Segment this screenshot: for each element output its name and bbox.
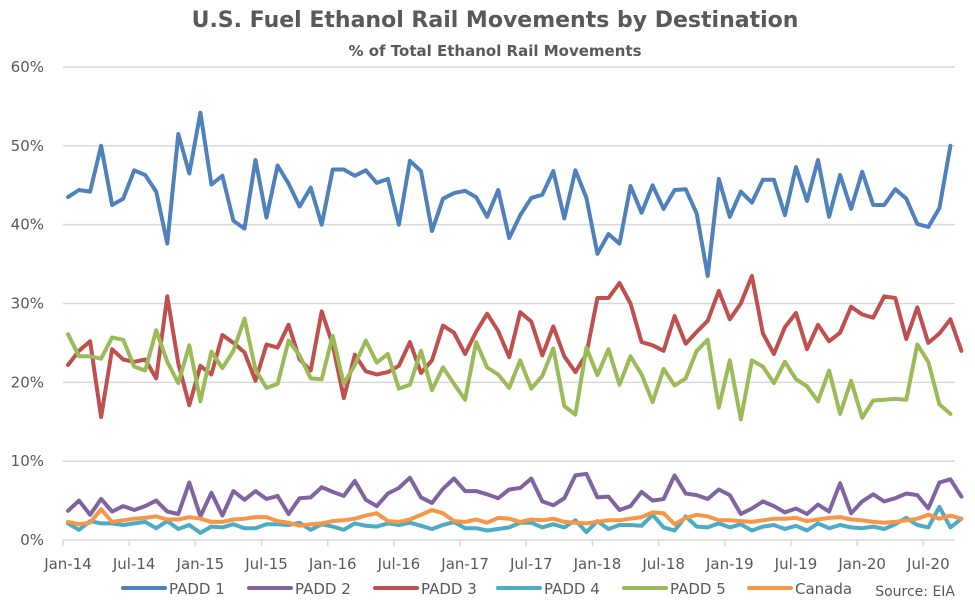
series-line-canada [66, 507, 964, 528]
x-tick-label: Jan-16 [308, 555, 357, 573]
source-note: Source: EIA [875, 584, 955, 600]
series-line-padd-5 [66, 316, 953, 422]
y-axis-ticks: 0% 10% 20% 30% 40% 50% 60% [11, 58, 44, 549]
legend-label: PADD 4 [544, 580, 600, 598]
x-tick-label: Jan-19 [705, 555, 754, 573]
y-tick-label: 30% [11, 295, 44, 313]
x-tick-label: Jul-17 [509, 555, 553, 573]
chart-title: U.S. Fuel Ethanol Rail Movements by Dest… [192, 8, 799, 33]
x-axis: Jan-14 Jul-14 Jan-15 Jul-15 Jan-16 Jul-16 Jan-… [43, 539, 955, 573]
x-tick-label: Jan-15 [176, 555, 225, 573]
x-tick-label: Jul-20 [906, 555, 950, 573]
gridlines [63, 66, 955, 462]
y-tick-label: 0% [20, 531, 44, 549]
x-tick-label: Jul-14 [112, 555, 156, 573]
x-tick-label: Jan-20 [837, 555, 886, 573]
x-tick-label: Jan-14 [43, 555, 92, 573]
legend: PADD 1 PADD 2 PADD 3 PADD 4 PADD 5 Canada [121, 580, 852, 598]
series-line-padd-1 [66, 110, 953, 278]
y-tick-label: 10% [11, 452, 44, 470]
x-tick-label: Jul-19 [774, 555, 818, 573]
x-tick-label: Jan-18 [573, 555, 622, 573]
legend-label: PADD 1 [169, 580, 225, 598]
y-tick-label: 40% [11, 216, 44, 234]
x-tick-label: Jul-15 [244, 555, 288, 573]
y-tick-label: 60% [11, 58, 44, 76]
y-tick-label: 20% [11, 373, 44, 391]
chart-subtitle: % of Total Ethanol Rail Movements [348, 42, 641, 60]
x-tick-label: Jul-18 [641, 555, 685, 573]
legend-label: Canada [795, 580, 852, 598]
x-tick-label: Jul-16 [377, 555, 421, 573]
series-lines [66, 110, 964, 535]
legend-label: PADD 2 [295, 580, 351, 598]
legend-label: PADD 5 [670, 580, 726, 598]
series-line-padd-2 [66, 471, 964, 519]
legend-label: PADD 3 [421, 580, 477, 598]
x-tick-label: Jan-17 [440, 555, 489, 573]
series-line-padd-3 [66, 273, 964, 419]
y-tick-label: 50% [11, 137, 44, 155]
series-line-padd-4 [66, 504, 964, 535]
